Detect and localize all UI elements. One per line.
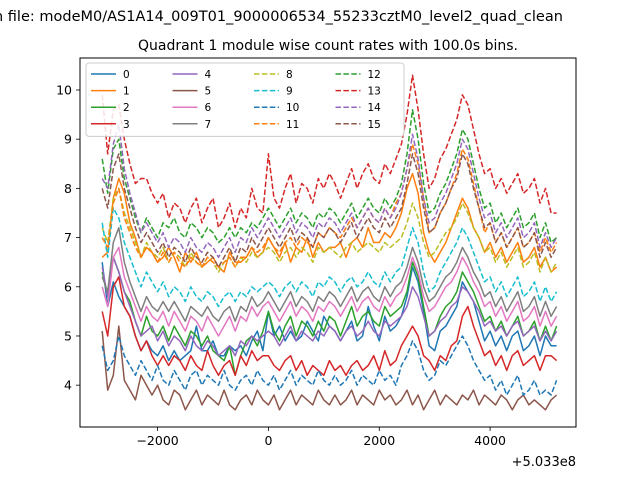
series-line-module-10 bbox=[101, 335, 558, 396]
legend-label-module-4: 4 bbox=[205, 69, 212, 81]
series-line-module-11 bbox=[101, 143, 558, 268]
plot-frame bbox=[79, 57, 577, 428]
legend-label-module-0: 0 bbox=[123, 69, 130, 81]
legend-label-module-15: 15 bbox=[368, 119, 381, 131]
legend-label-module-6: 6 bbox=[205, 102, 212, 114]
legend-label-module-3: 3 bbox=[123, 119, 130, 131]
series-layer bbox=[101, 74, 558, 411]
series-line-module-6 bbox=[101, 246, 558, 337]
y-tick-label: 7 bbox=[64, 230, 72, 245]
y-tick-label: 9 bbox=[64, 132, 72, 147]
x-tick-label: −2000 bbox=[136, 433, 178, 448]
legend-label-module-7: 7 bbox=[205, 119, 212, 131]
legend-label-module-9: 9 bbox=[286, 86, 293, 98]
y-tick-label: 6 bbox=[64, 279, 72, 294]
legend-label-module-8: 8 bbox=[286, 69, 293, 81]
legend-label-module-1: 1 bbox=[123, 86, 130, 98]
y-tick-label: 10 bbox=[56, 82, 72, 97]
legend-label-module-12: 12 bbox=[368, 69, 381, 81]
legend-label-module-2: 2 bbox=[123, 102, 130, 114]
series-line-module-8 bbox=[101, 187, 558, 273]
legend-label-module-5: 5 bbox=[205, 86, 212, 98]
series-line-module-7 bbox=[101, 226, 558, 322]
y-tick-label: 4 bbox=[64, 378, 72, 393]
axes-layer: −2000 0 2000 4000 4 5 6 7 8 9 10 bbox=[56, 82, 506, 448]
x-tick-label: 2000 bbox=[363, 433, 395, 448]
series-line-module-13 bbox=[101, 74, 557, 229]
x-offset-label: +5.033e8 bbox=[512, 455, 576, 470]
chart-title: Quadrant 1 module wise count rates with … bbox=[138, 38, 518, 54]
series-line-module-9 bbox=[101, 207, 558, 308]
series-line-module-5 bbox=[101, 325, 558, 411]
figure-suptitle: n file: modeM0/AS1A14_009T01_9000006534_… bbox=[0, 9, 563, 25]
series-line-module-14 bbox=[101, 123, 558, 259]
series-line-module-2 bbox=[101, 256, 558, 377]
y-tick-label: 5 bbox=[64, 328, 72, 343]
series-line-module-12 bbox=[101, 108, 558, 244]
x-tick-label: 4000 bbox=[474, 433, 506, 448]
series-line-module-4 bbox=[101, 256, 558, 357]
series-line-module-3 bbox=[101, 276, 558, 377]
x-tick-label: 0 bbox=[264, 433, 272, 448]
legend-label-module-13: 13 bbox=[368, 86, 381, 98]
legend-box bbox=[85, 62, 405, 137]
y-tick-label: 8 bbox=[64, 181, 72, 196]
legend-label-module-10: 10 bbox=[286, 102, 299, 114]
legend-label-module-14: 14 bbox=[368, 102, 382, 114]
legend-label-module-11: 11 bbox=[286, 119, 299, 131]
